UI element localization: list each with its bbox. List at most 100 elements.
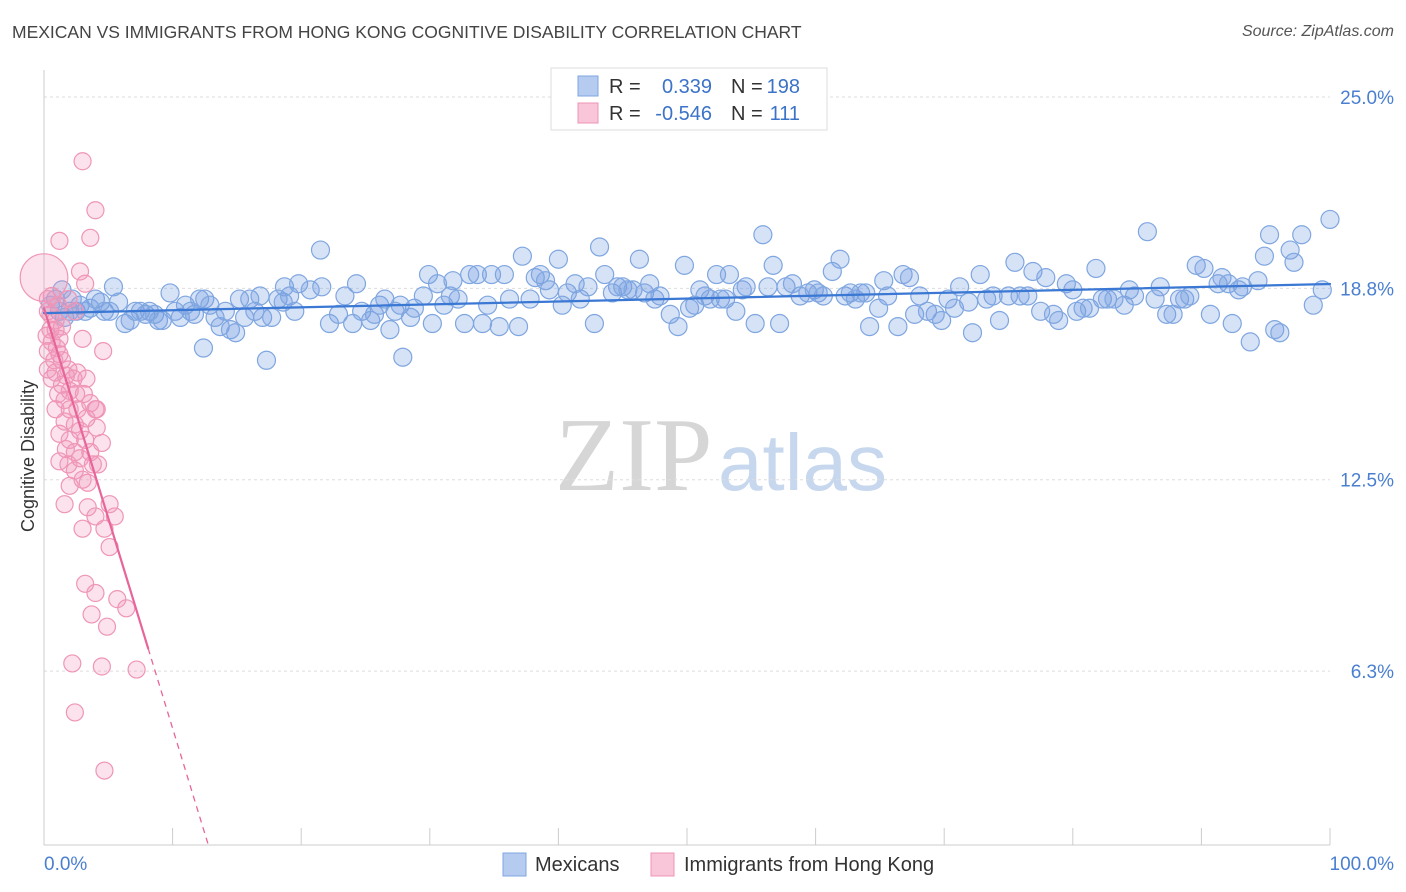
y-tick-label: 12.5% [1340, 471, 1394, 492]
mexicans-point [328, 304, 349, 324]
mexicans-point [393, 347, 413, 367]
mexicans-point [300, 280, 320, 300]
mexicans-point [584, 313, 605, 334]
mexicans-point [1175, 289, 1195, 309]
mexicans-point [851, 283, 871, 303]
mexicans-point [578, 277, 598, 297]
mexicans-point [910, 286, 930, 306]
mexicans-point [160, 283, 180, 303]
mexicans-point [1073, 298, 1093, 318]
legend-r-label: R = [609, 103, 641, 125]
mexicans-point [413, 286, 433, 306]
legend-n-value: 111 [770, 103, 800, 125]
mexicans-point [443, 271, 463, 291]
immigrants-from-hong-kong-point [56, 366, 75, 385]
mexicans-point [108, 292, 129, 312]
mexicans-point [830, 249, 850, 269]
watermark-zip: ZIP [555, 396, 713, 513]
legend-label-mexicans: Mexicans [535, 854, 619, 876]
immigrants-from-hong-kong-point [86, 583, 105, 603]
legend-n-label: N = [731, 76, 763, 98]
mexicans-point [808, 283, 828, 303]
mexicans-point [763, 255, 783, 275]
mexicans-point [170, 307, 190, 328]
mexicans-point [1180, 286, 1200, 306]
mexicans-point [1222, 313, 1242, 334]
mexicans-point [1259, 225, 1280, 245]
mexicans-point [285, 301, 305, 321]
mexicans-point [878, 286, 898, 306]
legend-r-value: 0.339 [662, 76, 712, 98]
mexicans-point [629, 249, 650, 269]
mexicans-point [959, 292, 979, 312]
mexicans-point [932, 310, 952, 331]
mexicans-point [494, 264, 514, 285]
mexicans-point [1292, 225, 1312, 245]
mexicans-point [944, 298, 965, 318]
mexicans-point [745, 313, 765, 334]
immigrants-from-hong-kong-point [87, 400, 106, 419]
immigrants-from-hong-kong-point [76, 574, 95, 593]
x-tick-label: 0.0% [44, 854, 87, 875]
mexicans-point [448, 289, 468, 309]
mexicans-point [1104, 289, 1124, 309]
immigrants-from-hong-kong-point [92, 433, 111, 453]
mexicans-point [1240, 332, 1260, 352]
mexicans-trend-line [42, 282, 1332, 315]
mexicans-point [970, 264, 990, 285]
immigrants-from-hong-kong-point [73, 519, 92, 538]
mexicans-point [289, 274, 309, 294]
immigrants-from-hong-kong-point [77, 369, 96, 388]
immigrants-from-hong-kong-trend-extension [147, 648, 210, 847]
mexicans-point [1049, 310, 1069, 331]
mexicans-point [589, 237, 610, 257]
legend-n-value: 198 [767, 76, 800, 98]
mexicans-point [822, 261, 842, 282]
immigrants-from-hong-kong-trend-line [42, 307, 150, 650]
mexicans-point [530, 264, 550, 285]
immigrants-from-hong-kong-point [50, 424, 69, 443]
mexicans-point [1036, 268, 1056, 288]
mexicans-point [715, 289, 736, 309]
immigrants-from-hong-kong-point [68, 363, 87, 382]
immigrants-from-hong-kong-point [19, 253, 69, 303]
y-tick-labels: 25.0% 18.8% 12.5% 6.3% [1340, 88, 1394, 683]
mexicans-point [1320, 209, 1340, 230]
mexicans-point [736, 277, 756, 297]
immigrants-from-hong-kong-point [55, 495, 74, 514]
mexicans-point [640, 274, 660, 294]
y-axis-label: Cognitive Disability [18, 380, 38, 532]
mexicans-point [508, 316, 529, 337]
immigrants-from-hong-kong-point [105, 507, 124, 526]
mexicans-point [695, 286, 715, 306]
legend-swatch-hong-kong [577, 102, 599, 124]
chart-source: Source: ZipAtlas.com [1241, 23, 1394, 40]
mexicans-point [962, 323, 983, 343]
trend-lines [42, 282, 1332, 847]
immigrants-from-hong-kong-point [117, 599, 136, 618]
mexicans-point [215, 301, 235, 321]
immigrants-from-hong-kong-point [95, 761, 114, 780]
mexicans-point [1254, 246, 1275, 266]
hong-kong-points [19, 152, 146, 780]
immigrants-from-hong-kong-point [81, 228, 100, 247]
immigrants-from-hong-kong-point [78, 473, 97, 492]
immigrants-from-hong-kong-point [94, 341, 113, 361]
mexicans-point [1200, 304, 1221, 324]
mexicans-point [499, 289, 520, 309]
stats-legend: R = 0.339 N = 198 R = -0.546 N = 111 [550, 67, 828, 131]
y-tick-label: 25.0% [1340, 88, 1394, 109]
mexicans-point [467, 264, 487, 285]
mexicans-point [1137, 222, 1157, 242]
immigrants-from-hong-kong-point [82, 605, 101, 624]
mexicans-point [989, 310, 1010, 331]
mexicans-point [860, 316, 880, 337]
mexicans-point [262, 307, 282, 328]
gridlines [44, 96, 1330, 672]
mexicans-point [226, 323, 246, 343]
mexicans-point [840, 283, 860, 303]
mexicans-point [190, 289, 210, 309]
mexicans-point [917, 301, 938, 321]
mexicans-points [40, 209, 1340, 370]
mexicans-point [1124, 286, 1145, 306]
